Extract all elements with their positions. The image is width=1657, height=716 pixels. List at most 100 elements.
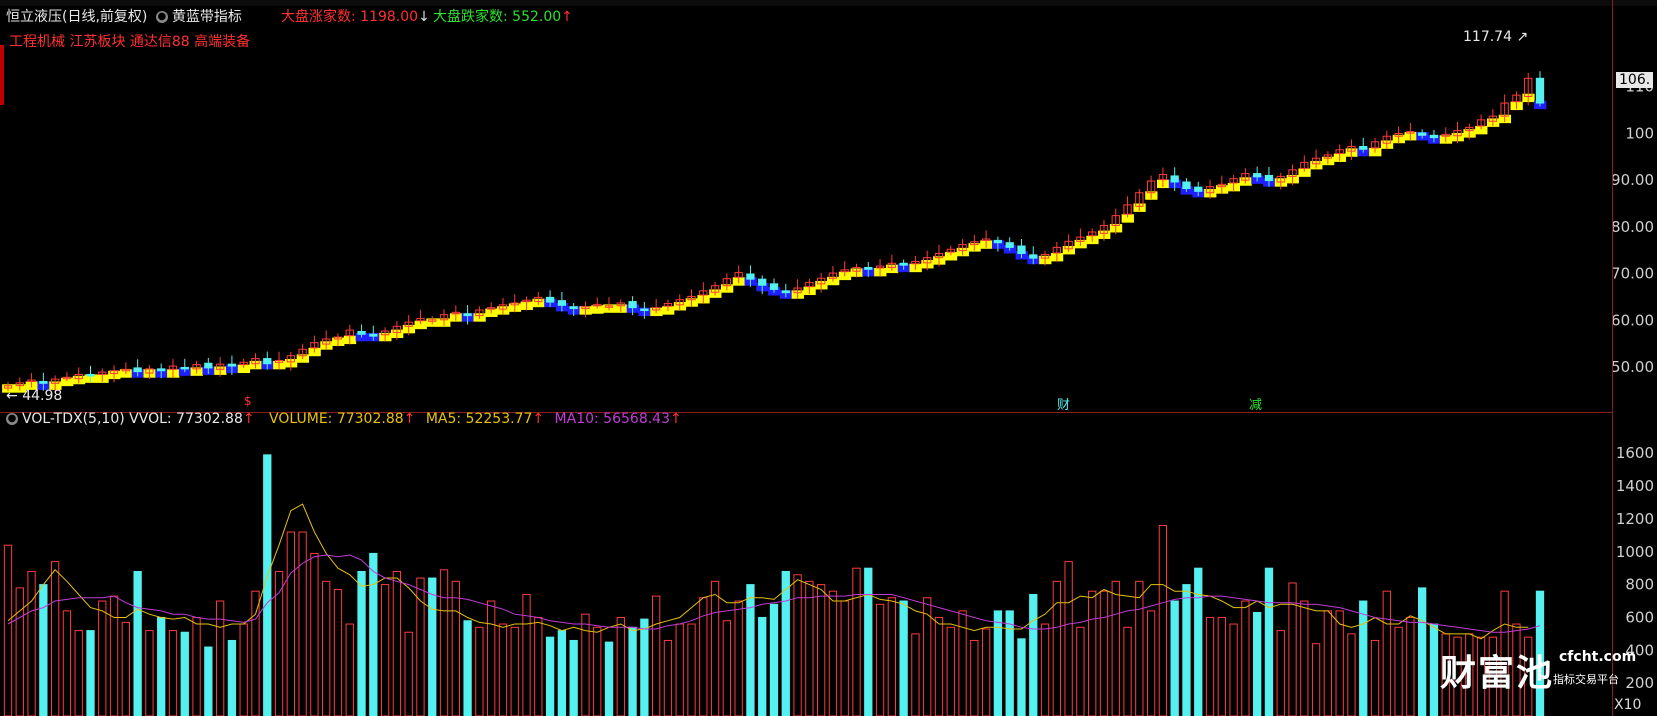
candle-body [192, 364, 201, 370]
candle-body [98, 371, 107, 375]
volume-bar [887, 597, 896, 716]
band-segment [591, 305, 604, 314]
volume-bar [157, 616, 166, 716]
volume-tick-label: 600 [1625, 608, 1654, 626]
volume-bar [640, 618, 649, 716]
panel-divider [0, 412, 1612, 413]
volume-bar [98, 600, 107, 716]
volume-bar [180, 631, 189, 716]
price-tick-label: 60.00 [1611, 311, 1654, 329]
candle-body [793, 287, 802, 294]
volume-ma-lines-layer [7, 503, 1541, 640]
event-marker-cai[interactable]: 财 [1057, 398, 1071, 413]
volume-bar [593, 626, 602, 716]
candle-body [1029, 254, 1038, 259]
volume-bar [1194, 567, 1203, 716]
candle-body [816, 277, 826, 285]
volume-bar [816, 584, 826, 716]
volume-bar [1170, 600, 1179, 716]
volume-bar [1429, 623, 1439, 716]
volume-indicator-name: VOL-TDX(5,10) [22, 411, 125, 427]
candle-body [451, 311, 460, 315]
candle-body [604, 305, 614, 308]
watermark-site: cfcht.com [1559, 649, 1637, 665]
candle-body [227, 363, 237, 367]
candle-body [1453, 130, 1462, 137]
volume-bar [1040, 623, 1050, 716]
candle-body [805, 281, 814, 288]
volume-bar [1076, 626, 1085, 716]
candle-body [1347, 146, 1356, 152]
candle-body [958, 244, 967, 252]
volume-bar [746, 584, 755, 716]
volume-bar [239, 623, 248, 716]
event-marker-jian[interactable]: 减 [1249, 398, 1263, 413]
candle-body [899, 262, 908, 266]
candle-body [628, 301, 637, 309]
candle-body [487, 307, 496, 310]
volume-arrow: ↑ [403, 411, 416, 427]
ma10-line [7, 554, 1541, 633]
candle-body [498, 304, 508, 310]
volume-bar [1264, 567, 1274, 716]
low-price-label: 44.98 [22, 388, 63, 404]
candle-body [1323, 154, 1333, 159]
price-tick-label: 50.00 [1611, 358, 1654, 376]
volume-bar [86, 630, 95, 716]
volume-bar [793, 574, 802, 716]
volume-bar [1052, 580, 1061, 716]
up-count-arrow: ↓ [418, 9, 430, 25]
candle-body [1135, 192, 1144, 207]
volume-bar [805, 580, 814, 716]
band-segment [1298, 168, 1311, 177]
candle-body [39, 380, 48, 384]
candle-body [1182, 181, 1191, 190]
candle-body [428, 319, 437, 322]
ma5-value: MA5: 52253.77 [425, 411, 533, 427]
sidebar-red-tab[interactable] [0, 45, 4, 105]
volume-bar [380, 584, 390, 716]
volume-bar [487, 600, 496, 716]
indicator-settings-icon[interactable]: ● [155, 11, 168, 23]
candle-body [1288, 169, 1297, 177]
volume-bar [628, 626, 637, 716]
candle-body [652, 307, 661, 311]
price-band-layer [2, 93, 1547, 393]
volume-bar [1359, 600, 1368, 716]
volume-bar [911, 633, 920, 716]
event-marker-s[interactable]: $ [244, 394, 252, 408]
candle-body [1040, 253, 1050, 259]
volume-bar [274, 570, 284, 716]
candle-body [1123, 204, 1132, 215]
volume-bar [1205, 616, 1215, 716]
volume-bar [15, 587, 24, 716]
volume-settings-icon[interactable]: ● [6, 413, 18, 425]
volume-bar [970, 639, 979, 716]
candle-body [463, 313, 472, 317]
volume-axis-ticks: 200 400 600 800 1000 1200 1400 1600 [1616, 444, 1654, 692]
candle-body [934, 252, 944, 259]
volume-bar [3, 544, 13, 716]
ma5-line [7, 503, 1529, 640]
volume-bar [1347, 633, 1356, 716]
volume-bar [345, 623, 354, 716]
candle-body [1017, 245, 1026, 254]
candle-body [746, 273, 755, 280]
volume-bar [62, 610, 72, 716]
candle-body [1335, 149, 1344, 155]
volume-bar [781, 570, 790, 716]
volume-bar [322, 580, 331, 716]
volume-value: VOLUME: 77302.88 [269, 411, 404, 427]
volume-bar [534, 616, 543, 716]
volume-bar [1500, 590, 1509, 716]
volume-bar [204, 646, 213, 716]
candle-body [569, 306, 578, 310]
volume-bar [758, 616, 767, 716]
candle-body [50, 378, 60, 384]
volume-bar [1241, 600, 1250, 716]
candle-body [1465, 126, 1474, 132]
band-segment [944, 252, 958, 261]
volume-header: ● VOL-TDX(5,10) VVOL: 77302.88↑ VOLUME: 7… [6, 411, 682, 427]
volume-bar [1135, 580, 1144, 716]
volume-bar [392, 570, 402, 716]
